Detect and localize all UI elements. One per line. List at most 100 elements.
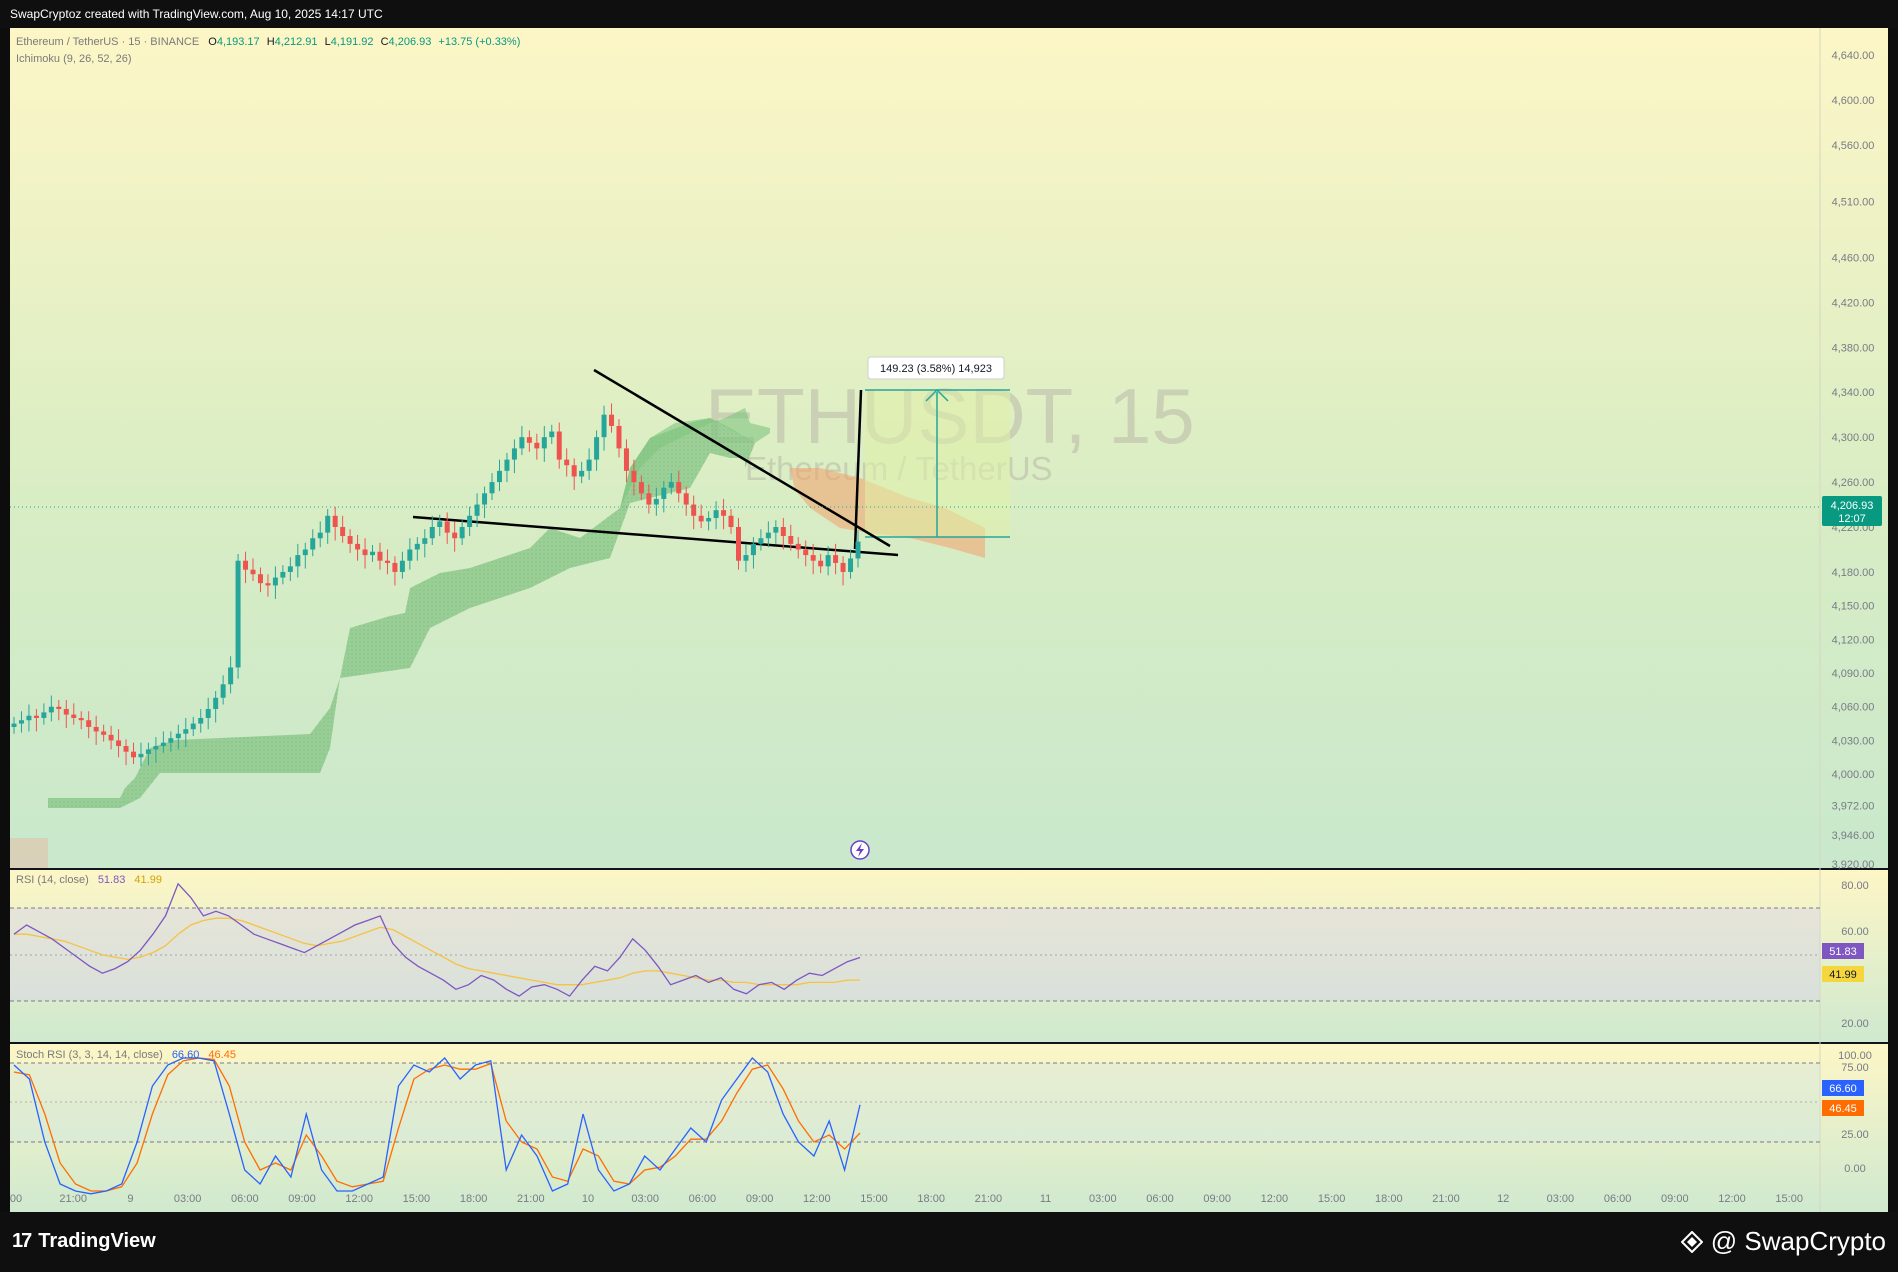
diamond-icon — [1680, 1230, 1703, 1253]
time-tick-label: 21:00 — [517, 1193, 545, 1205]
stoch-d-tag-text: 46.45 — [1829, 1103, 1857, 1115]
candle-body — [93, 726, 99, 732]
high-label: H — [267, 36, 275, 48]
candle-body — [474, 504, 480, 516]
candle-body — [384, 560, 390, 563]
candle-body — [467, 515, 473, 528]
candle-body — [287, 566, 293, 572]
candle-body — [33, 715, 39, 718]
measure-label-box — [867, 356, 1005, 380]
time-tick-label: 03:00 — [631, 1193, 659, 1205]
candle-body — [213, 697, 219, 709]
price-tick-label: 3,946.00 — [1832, 830, 1875, 842]
chart-canvas[interactable]: ETHUSDT, 15 Ethereum / TetherUS 149.23 (… — [10, 28, 1888, 1212]
long-position-tool[interactable]: 149.23 (3.58%) 14,923 — [865, 356, 1010, 538]
stoch-d-tag — [1822, 1100, 1864, 1116]
last-price: 4,206.93 — [1831, 500, 1874, 512]
upper-trendline[interactable] — [593, 368, 891, 548]
stoch-label: Stoch RSI (3, 3, 14, 14, close) — [16, 1049, 163, 1061]
candle-body — [452, 532, 458, 539]
candle-body — [56, 706, 62, 709]
candle-body — [638, 482, 644, 494]
tradingview-logo[interactable]: 17 TradingView — [12, 1230, 156, 1253]
candle-body — [422, 538, 428, 544]
candle-body — [18, 720, 24, 724]
candle-body — [429, 527, 435, 539]
lightning-icon[interactable] — [850, 840, 870, 860]
open-label: O — [208, 36, 217, 48]
time-tick-label: 06:00 — [1146, 1193, 1174, 1205]
stoch-d-value: 46.45 — [208, 1049, 236, 1061]
candle-body — [86, 720, 92, 727]
wedge-trendlines[interactable] — [412, 368, 899, 557]
candle-body — [116, 740, 122, 747]
rsi-ma-value: 41.99 — [134, 874, 162, 886]
stoch-tick: 75.00 — [1841, 1062, 1869, 1074]
candle-body — [579, 470, 585, 477]
candle-body — [228, 667, 234, 685]
candle-body — [683, 493, 689, 505]
time-tick-label: 09:00 — [746, 1193, 774, 1205]
close-value: 4,206.93 — [389, 36, 432, 48]
candle-body — [407, 549, 413, 561]
stoch-d-line — [13, 1057, 861, 1192]
candle-body — [71, 714, 77, 718]
rsi-tick: 80.00 — [1841, 880, 1869, 892]
rsi-legend[interactable]: RSI (14, close) 51.83 41.99 — [16, 874, 162, 886]
time-tick-label: 03:00 — [174, 1193, 202, 1205]
candle-body — [272, 577, 278, 586]
candle-body — [549, 431, 555, 438]
candle-body — [317, 532, 323, 539]
candle-body — [198, 717, 204, 724]
time-tick-label: 03:00 — [1547, 1193, 1575, 1205]
candle-body — [145, 749, 151, 754]
ichimoku-legend[interactable]: Ichimoku (9, 26, 52, 26) — [16, 53, 132, 65]
candle-body — [235, 560, 241, 668]
candle-body — [295, 555, 301, 567]
price-tick-label: 4,060.00 — [1832, 702, 1875, 714]
candle-body — [496, 470, 502, 483]
time-tick-label: 18:00 — [1375, 1193, 1403, 1205]
candle-body — [743, 555, 749, 561]
chart-credit: SwapCryptoz created with TradingView.com… — [0, 0, 1898, 28]
candle-body — [362, 549, 368, 556]
candle-body — [325, 515, 331, 533]
candle-body — [609, 414, 615, 426]
low-label: L — [325, 36, 331, 48]
arrow-head-icon — [925, 388, 949, 402]
price-tick-label: 4,510.00 — [1832, 196, 1875, 208]
time-tick-label: 11 — [1040, 1193, 1051, 1205]
time-tick-label: 12:00 — [345, 1193, 373, 1205]
stoch-k-tag-text: 66.60 — [1829, 1083, 1857, 1095]
candle-body — [63, 708, 69, 715]
candle-body — [220, 684, 226, 698]
time-axis[interactable]: 00 21:00 9 03:00 06:00 09:00 12:00 15:00 18:00 21… — [10, 1193, 1803, 1205]
rsi-tick: 20.00 — [1841, 1018, 1869, 1030]
time-tick-label: 09:00 — [1203, 1193, 1231, 1205]
time-tick-label: 12 — [1497, 1193, 1509, 1205]
candle-body — [795, 543, 801, 550]
candle-body — [668, 482, 674, 488]
price-axis[interactable]: 4,640.00 4,600.00 4,560.00 4,510.00 4,460.00… — [1832, 50, 1875, 871]
candle-body — [788, 536, 794, 544]
lower-trendline[interactable] — [412, 515, 899, 557]
breakout-line[interactable] — [853, 389, 863, 550]
low-value: 4,191.92 — [331, 36, 374, 48]
candle-body — [571, 465, 577, 477]
time-tick-label: 12:00 — [803, 1193, 831, 1205]
time-tick-label: 18:00 — [460, 1193, 488, 1205]
time-tick-label: 18:00 — [917, 1193, 945, 1205]
price-tick-label: 4,340.00 — [1832, 387, 1875, 399]
candle-body — [833, 555, 839, 563]
candle-body — [721, 510, 727, 516]
time-tick-label: 15:00 — [1775, 1193, 1803, 1205]
stoch-legend[interactable]: Stoch RSI (3, 3, 14, 14, close) 66.60 46… — [16, 1049, 236, 1061]
price-tick-label: 4,030.00 — [1832, 735, 1875, 747]
candle-body — [183, 729, 189, 734]
price-tick-label: 4,460.00 — [1832, 252, 1875, 264]
candle-body — [190, 723, 196, 730]
tradingview-logo-text: TradingView — [38, 1230, 156, 1252]
candle-body — [758, 538, 764, 544]
symbol-legend[interactable]: Ethereum / TetherUS · 15 · BINANCE O4,19… — [16, 36, 520, 48]
price-tick-label: 4,380.00 — [1832, 342, 1875, 354]
